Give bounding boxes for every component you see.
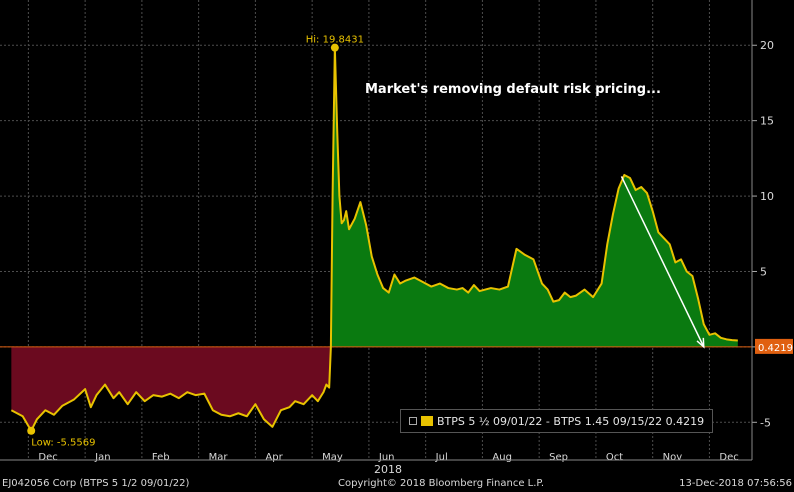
footer-copyright: Copyright© 2018 Bloomberg Finance L.P. <box>338 478 545 489</box>
negative-area <box>11 346 738 431</box>
x-tick-label: May <box>322 452 343 463</box>
x-tick-label: Dec <box>38 452 57 463</box>
x-tick-label: Sep <box>549 452 568 463</box>
trend-arrow-line <box>620 176 705 348</box>
y-tick-label: -5 <box>760 416 771 429</box>
year-label: 2018 <box>374 463 402 476</box>
series-line <box>10 46 738 432</box>
footer-timestamp: 13-Dec-2018 07:56:56 <box>679 478 792 489</box>
x-tick-label: Nov <box>663 452 683 463</box>
low-marker <box>27 426 36 435</box>
legend-swatch <box>421 416 433 426</box>
legend[interactable]: BTPS 5 ½ 09/01/22 - BTPS 1.45 09/15/22 0… <box>400 409 714 433</box>
chart: Dec Jan Feb Mar Apr May Jun Jul Aug Sep Oct Nov Dec 2… <box>0 0 793 476</box>
footer-security: EJ042056 Corp (BTPS 5 1/2 09/01/22) <box>2 478 190 489</box>
y-tick-label: 20 <box>760 39 774 52</box>
low-label: Low: -5.5569 <box>31 438 95 449</box>
x-tick-label: Jul <box>435 452 448 463</box>
legend-expand-icon[interactable] <box>409 417 417 425</box>
last-value-label: 0.4219 <box>758 343 793 354</box>
x-tick-label: Aug <box>492 452 512 463</box>
positive-area <box>11 47 738 347</box>
y-tick-label: 10 <box>760 190 774 203</box>
plot-area <box>0 46 752 432</box>
y-tick-label: 15 <box>760 115 774 128</box>
footer: EJ042056 Corp (BTPS 5 1/2 09/01/22) Copy… <box>0 477 794 492</box>
annotation-text: Market's removing default risk pricing..… <box>365 82 661 97</box>
markers: Hi: 19.8431 Low: -5.5569 0.4219 <box>27 35 793 449</box>
x-tick-label: Jun <box>378 452 395 463</box>
x-tick-label: Oct <box>606 452 623 463</box>
legend-label: BTPS 5 ½ 09/01/22 - BTPS 1.45 09/15/22 0… <box>437 414 705 428</box>
high-marker <box>330 43 339 52</box>
x-tick-label: Apr <box>265 452 283 463</box>
grid-lines <box>0 0 752 460</box>
high-label: Hi: 19.8431 <box>306 35 364 46</box>
trend-arrow-head <box>696 337 705 349</box>
last-value-box <box>755 338 793 354</box>
x-tick-label: Feb <box>152 452 170 463</box>
y-tick-label: 5 <box>760 265 767 278</box>
x-tick-label: Dec <box>719 452 738 463</box>
x-tick-label: Jan <box>94 452 110 463</box>
x-tick-label: Mar <box>209 452 229 463</box>
